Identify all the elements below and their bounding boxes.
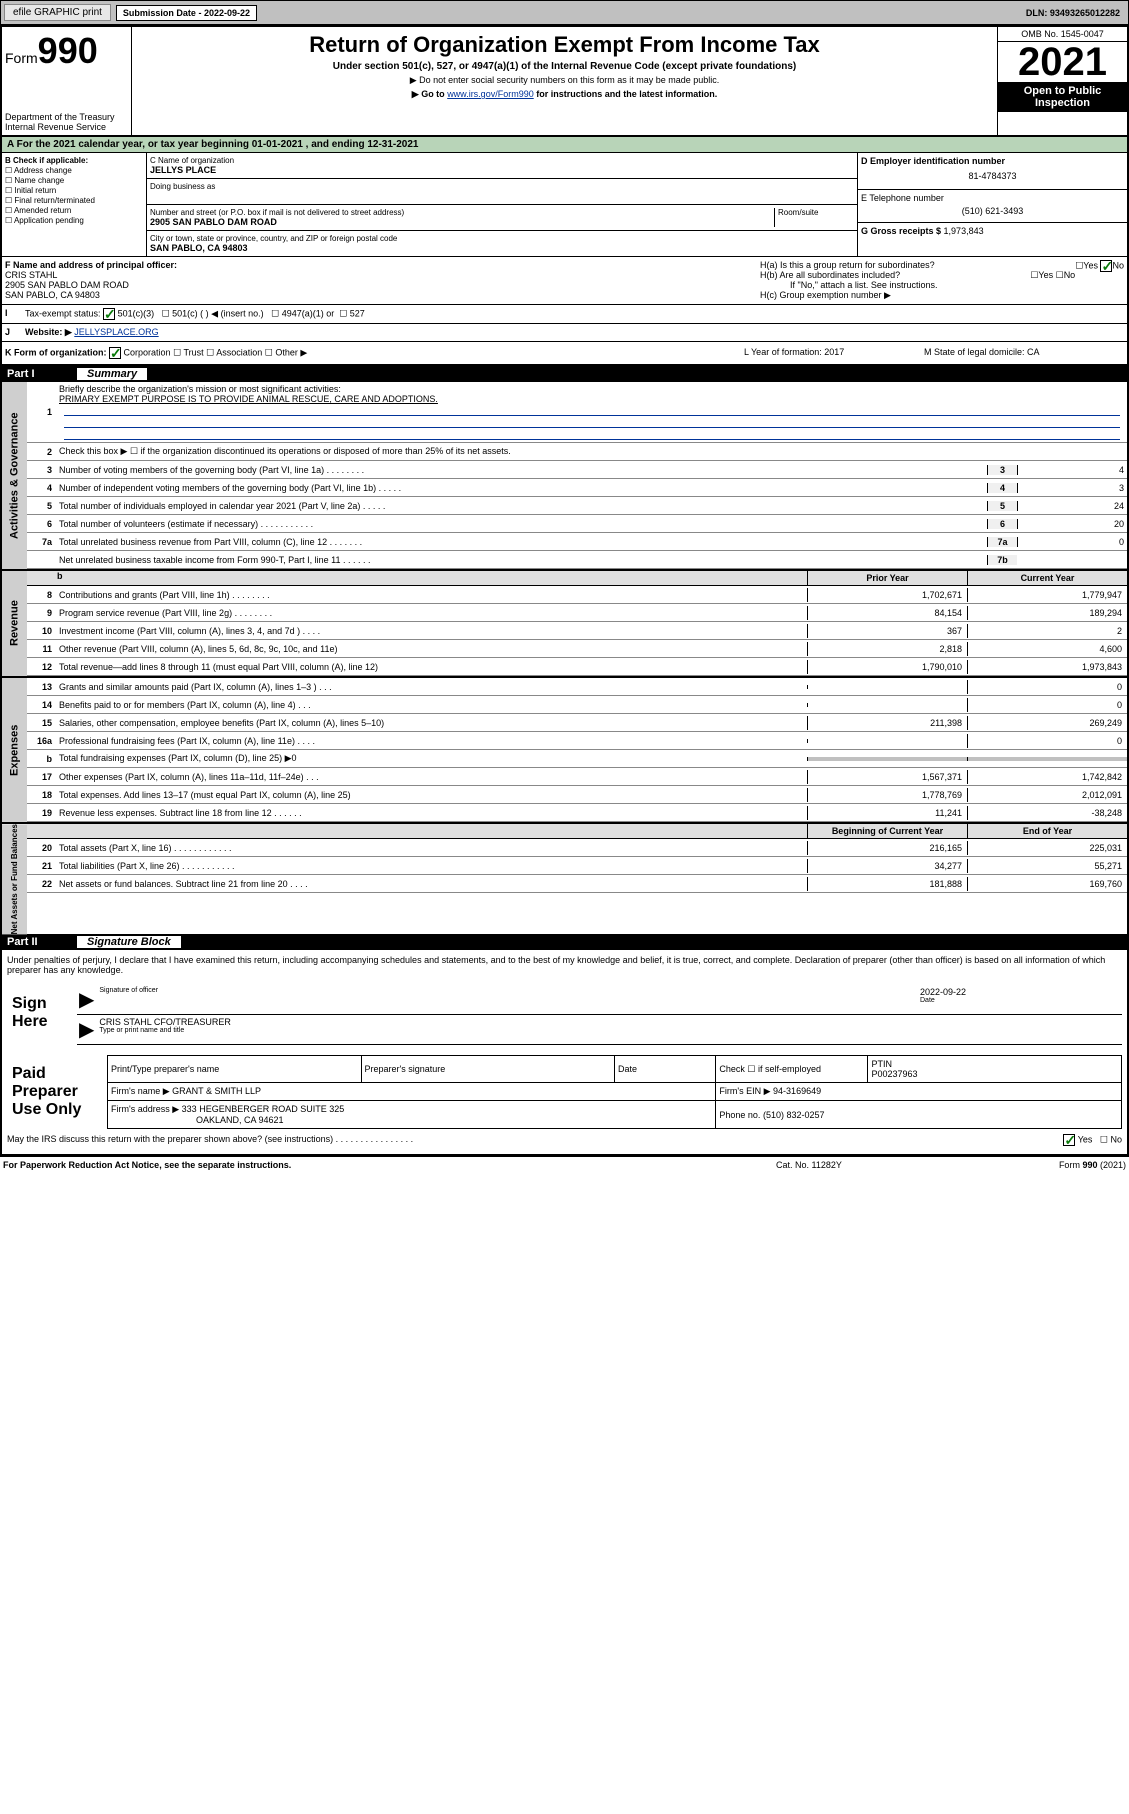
gov-line: 4Number of independent voting members of…	[27, 479, 1127, 497]
toolbar: efile GRAPHIC print Submission Date - 20…	[0, 0, 1129, 25]
part2-header: Part II Signature Block	[2, 934, 1127, 950]
paid-preparer-label: Paid Preparer Use Only	[7, 1055, 107, 1129]
page-title: Return of Organization Exempt From Incom…	[137, 32, 992, 58]
section-k: K Form of organization: Corporation ☐ Tr…	[5, 347, 744, 359]
fin-line: 8Contributions and grants (Part VIII, li…	[27, 586, 1127, 604]
section-de: D Employer identification number 81-4784…	[857, 153, 1127, 256]
gov-line: Net unrelated business taxable income fr…	[27, 551, 1127, 569]
ein-value: 81-4784373	[861, 166, 1124, 186]
fin-line: 19Revenue less expenses. Subtract line 1…	[27, 804, 1127, 822]
fin-line: 22Net assets or fund balances. Subtract …	[27, 875, 1127, 893]
officer-name-sig: CRIS STAHL CFO/TREASURER	[99, 1017, 1120, 1027]
fin-line: 11Other revenue (Part VIII, column (A), …	[27, 640, 1127, 658]
gov-line: 3Number of voting members of the governi…	[27, 461, 1127, 479]
irs-link[interactable]: www.irs.gov/Form990	[447, 89, 534, 99]
firm-addr: 333 HEGENBERGER ROAD SUITE 325	[182, 1104, 345, 1114]
beginning-year-header: Beginning of Current Year	[807, 824, 967, 838]
arrow-icon: ▶	[79, 1017, 94, 1042]
org-city: SAN PABLO, CA 94803	[150, 243, 854, 253]
gross-receipts: 1,973,843	[944, 226, 984, 236]
discuss-yes-checkbox[interactable]	[1063, 1134, 1075, 1146]
efile-button[interactable]: efile GRAPHIC print	[4, 4, 111, 21]
section-b: B Check if applicable: ☐ Address change …	[2, 153, 147, 256]
section-f: F Name and address of principal officer:…	[2, 257, 757, 304]
mission-text: PRIMARY EXEMPT PURPOSE IS TO PROVIDE ANI…	[59, 394, 438, 404]
section-c: C Name of organization JELLYS PLACE Doin…	[147, 153, 857, 256]
subtitle: Under section 501(c), 527, or 4947(a)(1)…	[137, 61, 992, 72]
firm-name: GRANT & SMITH LLP	[172, 1086, 261, 1096]
dln-label: DLN: 93493265012282	[1026, 8, 1125, 18]
fin-line: 10Investment income (Part VIII, column (…	[27, 622, 1127, 640]
gov-line: 6Total number of volunteers (estimate if…	[27, 515, 1127, 533]
period-row: A For the 2021 calendar year, or tax yea…	[2, 137, 1127, 153]
tab-revenue: Revenue	[2, 571, 27, 676]
declaration-text: Under penalties of perjury, I declare th…	[7, 955, 1122, 975]
fin-line: 12Total revenue—add lines 8 through 11 (…	[27, 658, 1127, 676]
firm-ein: 94-3169649	[773, 1086, 821, 1096]
part1-header: Part I Summary	[2, 366, 1127, 382]
subdate-box: Submission Date - 2022-09-22	[116, 5, 257, 21]
firm-phone: (510) 832-0257	[763, 1110, 825, 1120]
open-public-badge: Open to Public Inspection	[998, 82, 1127, 112]
fin-line: 14Benefits paid to or for members (Part …	[27, 696, 1127, 714]
sign-here-label: Sign Here	[7, 985, 77, 1045]
officer-name: CRIS STAHL	[5, 270, 754, 280]
preparer-table: Print/Type preparer's name Preparer's si…	[107, 1055, 1122, 1129]
fin-line: 9Program service revenue (Part VIII, lin…	[27, 604, 1127, 622]
ha-no-checkbox[interactable]	[1100, 260, 1112, 272]
fin-line: 15Salaries, other compensation, employee…	[27, 714, 1127, 732]
phone-value: (510) 621-3493	[861, 203, 1124, 219]
fin-line: 16aProfessional fundraising fees (Part I…	[27, 732, 1127, 750]
gov-line: 7aTotal unrelated business revenue from …	[27, 533, 1127, 551]
year-formation: L Year of formation: 2017	[744, 347, 924, 359]
note-ssn: ▶ Do not enter social security numbers o…	[137, 75, 992, 86]
section-j: Website: ▶ JELLYSPLACE.ORG	[22, 324, 1127, 341]
gov-line: 5Total number of individuals employed in…	[27, 497, 1127, 515]
fin-line: 13Grants and similar amounts paid (Part …	[27, 678, 1127, 696]
fin-line: 18Total expenses. Add lines 13–17 (must …	[27, 786, 1127, 804]
dept-label: Department of the Treasury Internal Reve…	[5, 112, 128, 132]
sig-date: 2022-09-22	[920, 987, 1120, 997]
footer: For Paperwork Reduction Act Notice, see …	[0, 1156, 1129, 1173]
section-i: Tax-exempt status: 501(c)(3) ☐ 501(c) ( …	[22, 305, 1127, 323]
fin-line: bTotal fundraising expenses (Part IX, co…	[27, 750, 1127, 768]
tax-year: 2021	[998, 42, 1127, 82]
corp-checkbox[interactable]	[109, 347, 121, 359]
fin-line: 20Total assets (Part X, line 16) . . . .…	[27, 839, 1127, 857]
org-address: 2905 SAN PABLO DAM ROAD	[150, 217, 774, 227]
501c3-checkbox[interactable]	[103, 308, 115, 320]
end-year-header: End of Year	[967, 824, 1127, 838]
state-domicile: M State of legal domicile: CA	[924, 347, 1124, 359]
org-name: JELLYS PLACE	[150, 165, 854, 175]
ptin-value: P00237963	[871, 1069, 917, 1079]
fin-line: 17Other expenses (Part IX, column (A), l…	[27, 768, 1127, 786]
website-link[interactable]: JELLYSPLACE.ORG	[74, 327, 158, 337]
form-990: Form990 Department of the Treasury Inter…	[0, 25, 1129, 1156]
current-year-header: Current Year	[967, 571, 1127, 585]
section-h: H(a) Is this a group return for subordin…	[757, 257, 1127, 304]
prior-year-header: Prior Year	[807, 571, 967, 585]
fin-line: 21Total liabilities (Part X, line 26) . …	[27, 857, 1127, 875]
note-link: ▶ Go to www.irs.gov/Form990 for instruct…	[137, 89, 992, 100]
tab-net-assets: Net Assets or Fund Balances	[2, 824, 27, 934]
tab-governance: Activities & Governance	[2, 382, 27, 569]
form-number: Form990	[5, 30, 128, 72]
arrow-icon: ▶	[79, 987, 94, 1012]
tab-expenses: Expenses	[2, 678, 27, 822]
